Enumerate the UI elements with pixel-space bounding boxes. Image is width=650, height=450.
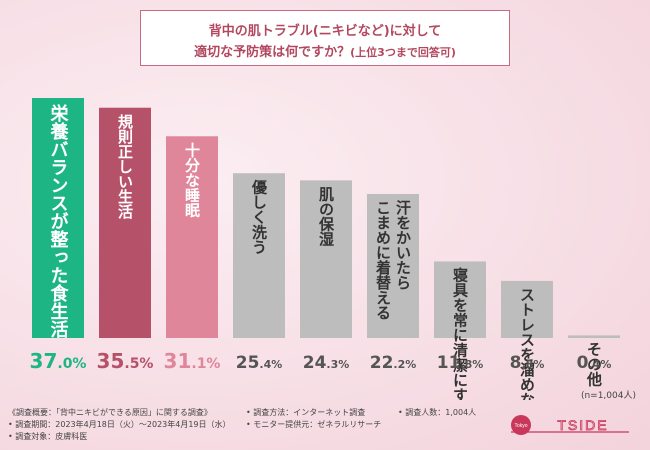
- bar: [300, 180, 352, 338]
- footer-survey-overview: 《調査概要：「背中ニキビができる原因」に関する調査》 • 調査期間：2023年4…: [8, 407, 231, 443]
- bar-label: 規則正しい生活: [116, 114, 134, 220]
- bar-label: 肌の保湿: [317, 186, 335, 246]
- footer-line: 《調査概要：「背中ニキビができる原因」に関する調査》: [8, 408, 212, 417]
- bar: [434, 261, 486, 338]
- bar-label: 十分な睡眠: [183, 141, 201, 218]
- bar-label: 優しく洗う: [250, 178, 268, 254]
- footer-line: • 調査期間：2023年4月18日（火）～2023年4月19日（水）: [8, 420, 231, 429]
- sample-size-note: (n=1,004人): [580, 391, 636, 401]
- bar-label: ストレスを溜めない: [518, 287, 536, 400]
- value-label: 25.4%: [236, 353, 283, 373]
- value-label: 11.8%: [437, 353, 484, 373]
- bar: [166, 136, 218, 338]
- logo-sub-text: Tokyo: [514, 423, 527, 429]
- chart-title-subnote: (上位3つまで回答可): [350, 46, 456, 59]
- chart-title-line2: 適切な予防策は何ですか？(上位3つまで回答可): [141, 41, 509, 60]
- tside-logo: Tokyo TSIDE: [511, 415, 629, 435]
- logo-mark: [511, 415, 531, 435]
- bar: [367, 194, 419, 338]
- footer-line: • 調査対象：皮膚科医: [8, 432, 88, 441]
- value-label: 0.4%: [577, 353, 612, 373]
- bar-label: こまめに着替える: [374, 200, 392, 320]
- bar-label: 汗をかいたら: [394, 199, 412, 290]
- bar-chart: 栄養バランスが整った食生活 37.0% 規則正しい生活 35.5% 十分な睡眠 31.1%…: [30, 98, 620, 400]
- chart-title-main: 適切な予防策は何ですか？: [194, 45, 351, 60]
- bar-label: 寝具を常に清潔にする: [451, 267, 469, 400]
- bar: [32, 98, 84, 338]
- bar-label: 栄養バランスが整った食生活: [48, 103, 70, 339]
- value-label: 22.2%: [370, 353, 417, 373]
- bar: [501, 280, 553, 338]
- value-label: 37.0%: [30, 349, 87, 373]
- footer-method: • 調査方法：インターネット調査 • モニター提供元：ゼネラルリサーチ: [246, 407, 381, 431]
- chart-title-line1: 背中の肌トラブル(ニキビなど)に対して: [208, 24, 442, 39]
- bar-label: その他: [585, 341, 603, 387]
- bar: [99, 107, 151, 338]
- footer-line: • 調査方法：インターネット調査: [246, 408, 366, 417]
- value-label: 31.1%: [164, 349, 221, 373]
- bar: [233, 173, 285, 338]
- value-label: 24.3%: [303, 353, 350, 373]
- value-label: 35.5%: [97, 349, 154, 373]
- footer-line: • モニター提供元：ゼネラルリサーチ: [246, 420, 382, 429]
- logo-text: TSIDE: [557, 417, 608, 433]
- footer-line: • 調査人数：1,004人: [398, 408, 477, 417]
- value-label: 8.8%: [510, 353, 545, 373]
- chart-title-box: 背中の肌トラブル(ニキビなど)に対して 適切な予防策は何ですか？(上位3つまで回…: [140, 10, 510, 66]
- footer-count: • 調査人数：1,004人: [398, 407, 476, 419]
- bar: [568, 335, 620, 338]
